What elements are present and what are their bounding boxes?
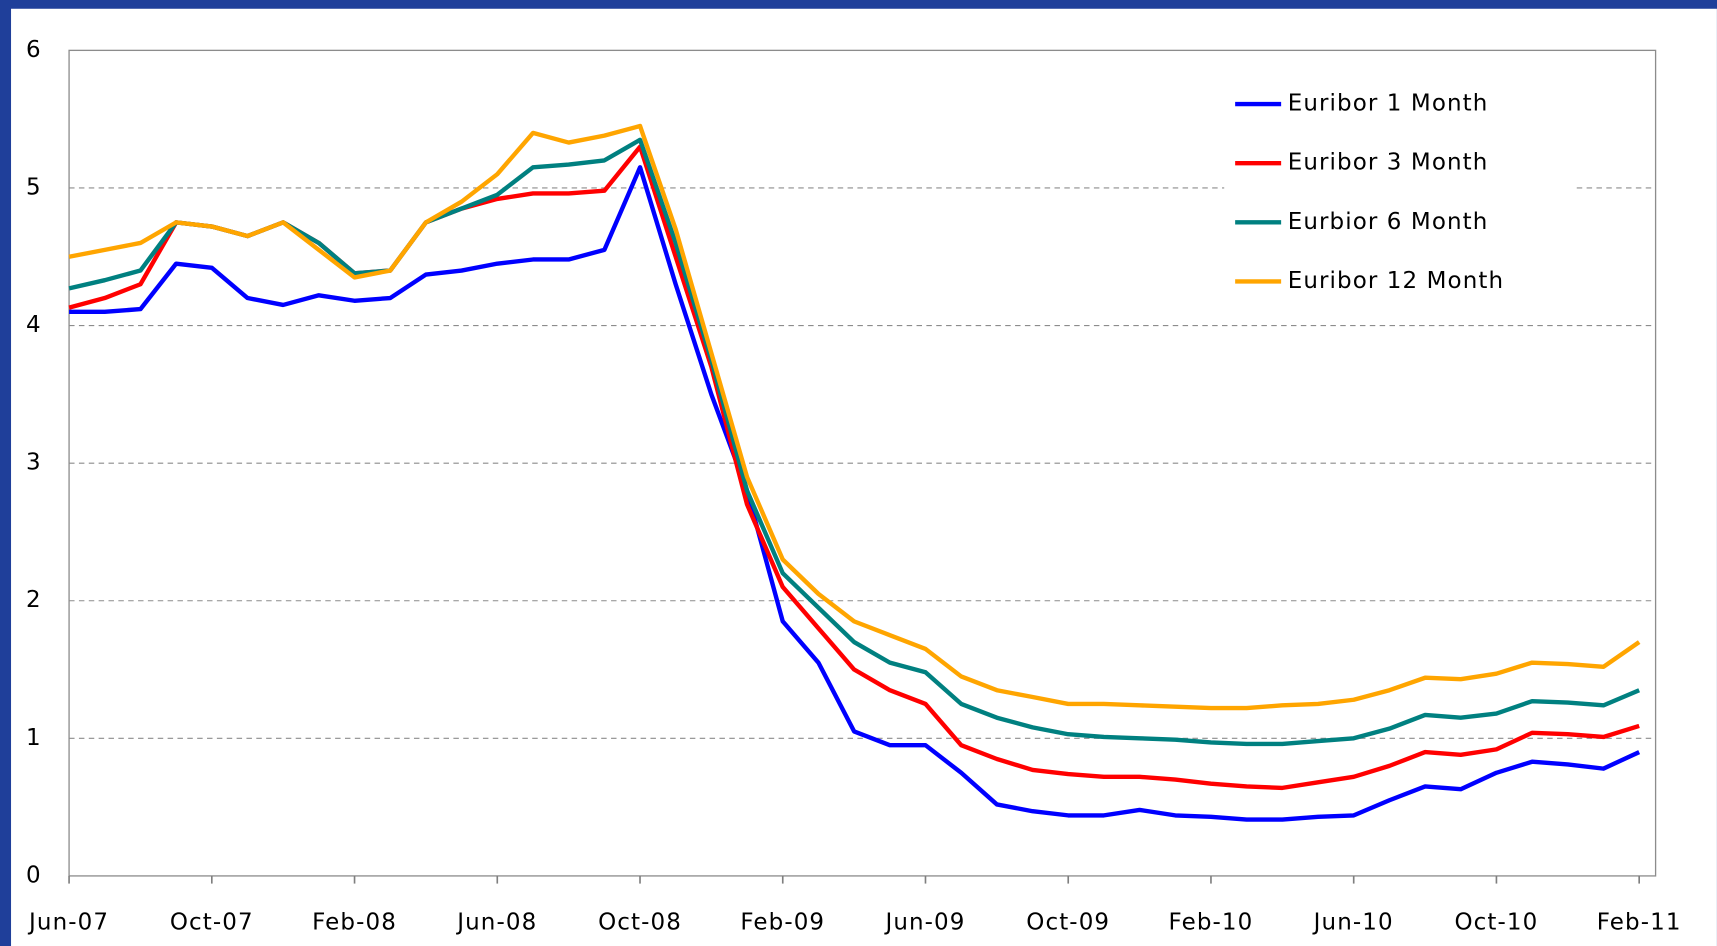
legend-label: Euribor 1 Month [1288, 91, 1489, 117]
y-tick-label: 0 [26, 862, 42, 888]
y-tick-label: 5 [26, 174, 42, 200]
y-tick-label: 1 [26, 725, 42, 751]
x-tick-label: Feb-11 [1597, 910, 1682, 936]
series-line [68, 123, 1641, 711]
y-tick-label: 3 [26, 450, 42, 476]
x-tick-label: Jun-09 [883, 910, 965, 936]
legend-box [1224, 71, 1575, 313]
x-tick-label: Jun-10 [1312, 910, 1394, 936]
x-tick-label: Jun-07 [27, 910, 109, 936]
x-tick-label: Oct-08 [598, 910, 682, 936]
series-line [69, 165, 1641, 822]
x-tick-label: Feb-09 [740, 910, 825, 936]
y-tick-label: 6 [26, 37, 42, 63]
y-tick-label: 4 [26, 312, 42, 338]
series-line [68, 137, 1641, 747]
x-tick-label: Oct-10 [1455, 910, 1539, 936]
x-tick-label: Oct-07 [170, 910, 254, 936]
legend-label: Eurbior 6 Month [1288, 209, 1489, 235]
x-tick-label: Jun-08 [455, 910, 537, 936]
legend-label: Euribor 3 Month [1288, 150, 1489, 176]
x-tick-label: Oct-09 [1026, 910, 1110, 936]
x-tick-label: Feb-10 [1169, 910, 1254, 936]
y-tick-label: 2 [26, 587, 42, 613]
x-tick-label: Feb-08 [312, 910, 397, 936]
legend-label: Euribor 12 Month [1288, 268, 1504, 294]
